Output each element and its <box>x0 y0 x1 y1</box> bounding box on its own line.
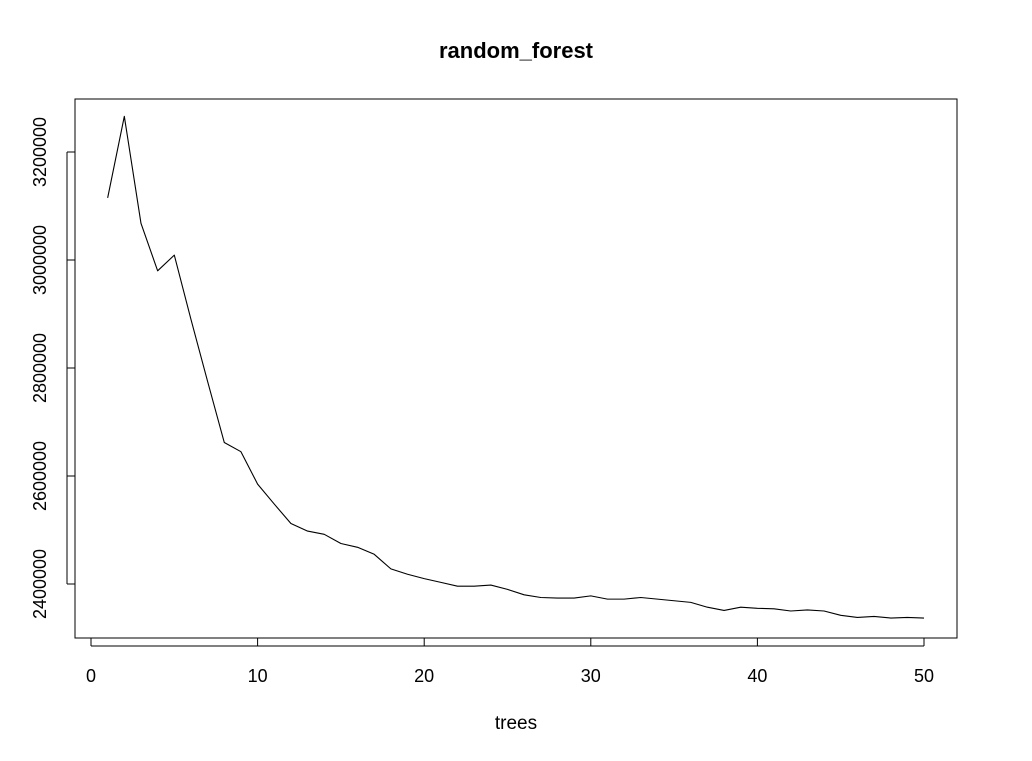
x-axis: 0 10 20 30 40 50 <box>86 638 934 686</box>
y-axis: 2400000 2600000 2800000 3000000 3200000 <box>30 117 75 619</box>
chart-title: random_forest <box>439 38 594 63</box>
plot-frame <box>74 98 958 639</box>
x-axis-label: trees <box>495 713 537 734</box>
x-tick-label: 50 <box>914 666 934 686</box>
y-tick-label: 2400000 <box>30 549 50 619</box>
y-tick-label: 3200000 <box>30 117 50 187</box>
y-tick-label: 2600000 <box>30 441 50 511</box>
series-line <box>107 115 925 619</box>
x-tick-label: 0 <box>86 666 96 686</box>
y-tick-label: 2800000 <box>30 333 50 403</box>
y-tick-label: 3000000 <box>30 225 50 295</box>
x-tick-label: 10 <box>248 666 268 686</box>
x-tick-label: 40 <box>747 666 767 686</box>
x-tick-label: 30 <box>581 666 601 686</box>
x-tick-label: 20 <box>414 666 434 686</box>
